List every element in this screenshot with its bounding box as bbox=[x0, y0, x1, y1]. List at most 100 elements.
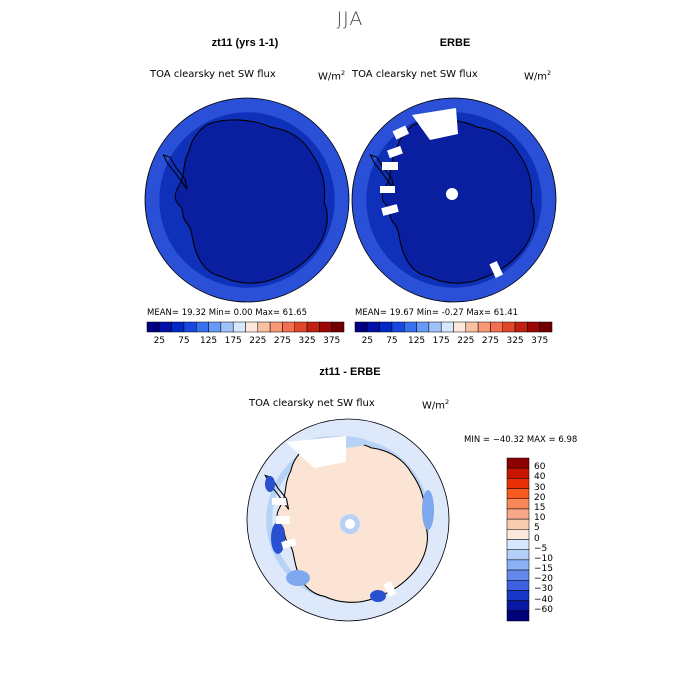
missing-data-patch bbox=[412, 108, 458, 140]
diff-colorbar-swatch bbox=[506, 569, 530, 581]
panel-stats: MEAN= 19.67 Min= -0.27 Max= 61.41 bbox=[355, 308, 519, 318]
colorbar-swatch bbox=[183, 321, 197, 333]
diff-colorbar-swatch bbox=[506, 478, 530, 489]
diff-colorbar-swatch bbox=[506, 498, 530, 510]
colorbar-tick: 175 bbox=[432, 336, 450, 346]
panel-title-model: zt11 (yrs 1-1) bbox=[211, 37, 279, 49]
colorbar-swatch bbox=[146, 321, 160, 333]
diff-variable-label: TOA clearsky net SW flux bbox=[249, 398, 375, 409]
diff-colorbar-label: −30 bbox=[534, 584, 553, 595]
panel-units-label: W/m2 bbox=[524, 69, 552, 83]
missing-data-patch bbox=[387, 145, 403, 159]
diff-colorbar-label: −40 bbox=[534, 594, 553, 605]
colorbar-tick: 375 bbox=[323, 336, 341, 346]
colorbar-tick: 325 bbox=[298, 336, 316, 346]
colorbar-swatch bbox=[257, 321, 271, 333]
diff-colorbar-label: 60 bbox=[534, 462, 546, 473]
diff-colorbar-label: −20 bbox=[534, 574, 553, 585]
diff-colorbar-swatch bbox=[506, 529, 530, 540]
diff-minmax: MIN = −40.32 MAX = 6.98 bbox=[464, 435, 578, 445]
panel-title-obs: ERBE bbox=[439, 37, 471, 49]
model-colorbar bbox=[146, 321, 345, 333]
negative-anomaly bbox=[265, 476, 275, 492]
panel-variable-label: TOA clearsky net SW flux bbox=[150, 69, 276, 80]
colorbar-swatch bbox=[294, 321, 308, 333]
diff-colorbar-label: 20 bbox=[534, 492, 546, 503]
negative-anomaly bbox=[370, 590, 386, 602]
colorbar-swatch bbox=[514, 321, 528, 333]
colorbar-swatch bbox=[477, 321, 491, 333]
colorbar-swatch bbox=[282, 321, 295, 333]
colorbar-swatch bbox=[269, 321, 283, 333]
diff-colorbar-label: −5 bbox=[534, 543, 548, 554]
diff-colorbar bbox=[506, 457, 530, 622]
panel-stats: MEAN= 19.32 Min= 0.00 Max= 61.65 bbox=[147, 308, 308, 318]
missing-data-patch bbox=[276, 516, 290, 524]
diff-colorbar-swatch bbox=[506, 590, 530, 601]
missing-data-patch bbox=[286, 436, 346, 468]
colorbar-swatch bbox=[391, 321, 405, 333]
colorbar-swatch bbox=[171, 321, 185, 333]
colorbar-swatch bbox=[331, 321, 345, 333]
colorbar-swatch bbox=[232, 321, 246, 333]
pole-hole bbox=[446, 188, 458, 200]
obs-polar-map bbox=[351, 97, 557, 303]
diff-colorbar-swatch bbox=[506, 549, 530, 561]
colorbar-swatch bbox=[404, 321, 417, 333]
model-polar-map bbox=[144, 97, 350, 303]
diff-colorbar-label: 10 bbox=[534, 513, 546, 524]
diff-colorbar-label: 40 bbox=[534, 472, 546, 483]
colorbar-swatch bbox=[379, 321, 393, 333]
missing-data-patch bbox=[382, 162, 398, 170]
diff-colorbar-label: 15 bbox=[534, 502, 546, 513]
colorbar-swatch bbox=[319, 321, 332, 333]
diff-colorbar-label: 30 bbox=[534, 482, 546, 493]
diff-panel-title: zt11 - ERBE bbox=[319, 366, 381, 378]
colorbar-tick: 25 bbox=[153, 336, 166, 346]
colorbar-swatch bbox=[440, 321, 454, 333]
obs-colorbar bbox=[354, 321, 553, 333]
diff-colorbar-swatch bbox=[506, 467, 530, 479]
diff-colorbar-swatch bbox=[506, 539, 530, 550]
missing-data-patch bbox=[381, 204, 399, 216]
colorbar-swatch bbox=[208, 321, 222, 333]
missing-data-patch bbox=[380, 186, 395, 193]
missing-data-patch bbox=[281, 538, 297, 549]
colorbar-swatch bbox=[159, 321, 172, 333]
colorbar-tick: 25 bbox=[361, 336, 374, 346]
colorbar-swatch bbox=[245, 321, 259, 333]
diff-colorbar-label: −60 bbox=[534, 604, 553, 615]
colorbar-swatch bbox=[416, 321, 430, 333]
colorbar-swatch bbox=[354, 321, 368, 333]
diff-polar-map bbox=[246, 418, 450, 622]
diff-colorbar-label: −15 bbox=[534, 564, 553, 575]
pole-hole bbox=[345, 519, 355, 529]
colorbar-swatch bbox=[196, 321, 209, 333]
missing-data-patch bbox=[272, 498, 286, 505]
colorbar-tick: 225 bbox=[249, 336, 267, 346]
colorbar-tick: 275 bbox=[481, 336, 500, 346]
colorbar-tick: 75 bbox=[178, 336, 190, 346]
diff-colorbar-swatch bbox=[506, 610, 530, 622]
panel-variable-label: TOA clearsky net SW flux bbox=[352, 69, 478, 80]
missing-data-patch bbox=[489, 260, 504, 278]
negative-anomaly bbox=[286, 570, 310, 586]
diff-colorbar-label: 5 bbox=[534, 523, 540, 534]
diff-colorbar-swatch bbox=[506, 488, 530, 499]
colorbar-swatch bbox=[490, 321, 503, 333]
diff-colorbar-swatch bbox=[506, 508, 530, 520]
diff-colorbar-swatch bbox=[506, 559, 530, 571]
panel-units-label: W/m2 bbox=[318, 69, 346, 83]
colorbar-swatch bbox=[428, 321, 442, 333]
colorbar-tick: 275 bbox=[273, 336, 292, 346]
colorbar-swatch bbox=[502, 321, 516, 333]
diff-colorbar-label: −10 bbox=[534, 553, 553, 564]
diff-colorbar-swatch bbox=[506, 518, 530, 530]
colorbar-swatch bbox=[453, 321, 467, 333]
colorbar-swatch bbox=[367, 321, 380, 333]
diff-colorbar-label: 0 bbox=[534, 533, 540, 544]
colorbar-swatch bbox=[306, 321, 320, 333]
colorbar-tick: 225 bbox=[457, 336, 475, 346]
diff-colorbar-swatch bbox=[506, 580, 530, 591]
